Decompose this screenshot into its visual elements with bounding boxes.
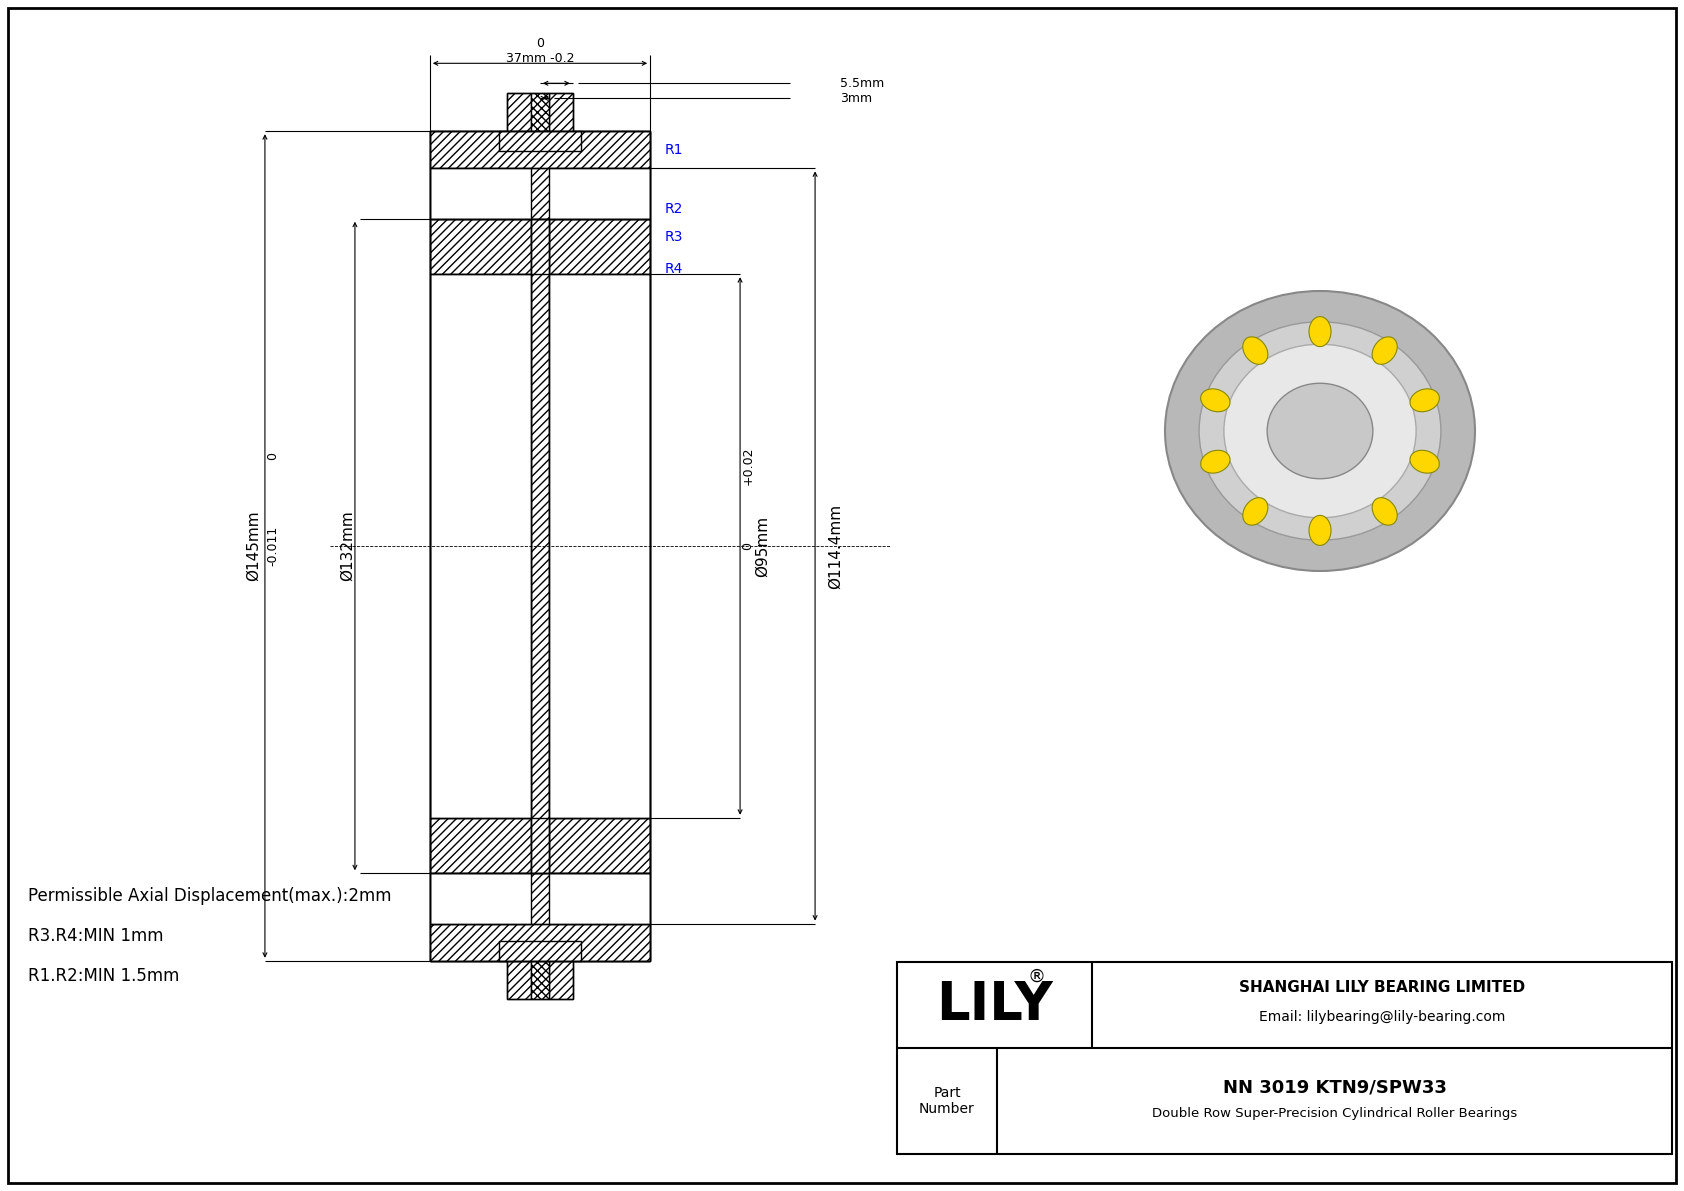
- Text: Ø95mm: Ø95mm: [754, 516, 770, 576]
- Polygon shape: [429, 923, 650, 961]
- Text: Email: lilybearing@lily-bearing.com: Email: lilybearing@lily-bearing.com: [1260, 1010, 1505, 1024]
- Polygon shape: [549, 168, 650, 219]
- Text: Ø145mm: Ø145mm: [246, 511, 261, 581]
- Text: R1.R2:MIN 1.5mm: R1.R2:MIN 1.5mm: [29, 967, 180, 985]
- Ellipse shape: [1266, 384, 1372, 479]
- Text: R3: R3: [665, 230, 684, 244]
- Polygon shape: [549, 219, 650, 274]
- Text: -0.011: -0.011: [266, 526, 280, 566]
- Text: 0: 0: [266, 453, 280, 460]
- Polygon shape: [549, 274, 650, 818]
- Polygon shape: [498, 131, 581, 151]
- Polygon shape: [507, 93, 530, 131]
- Polygon shape: [429, 131, 650, 219]
- Text: R2: R2: [665, 201, 684, 216]
- Polygon shape: [549, 818, 650, 873]
- Text: NN 3019 KTN9/SPW33: NN 3019 KTN9/SPW33: [1223, 1078, 1447, 1096]
- Ellipse shape: [1308, 317, 1330, 347]
- Polygon shape: [429, 219, 530, 274]
- Polygon shape: [498, 941, 581, 961]
- Bar: [898, 962, 1672, 1154]
- Polygon shape: [429, 168, 530, 219]
- Text: ®: ®: [1027, 968, 1046, 986]
- Ellipse shape: [1199, 322, 1442, 541]
- Polygon shape: [530, 961, 549, 999]
- Polygon shape: [530, 219, 549, 873]
- Text: SHANGHAI LILY BEARING LIMITED: SHANGHAI LILY BEARING LIMITED: [1239, 980, 1526, 994]
- Ellipse shape: [1224, 344, 1416, 518]
- Ellipse shape: [1243, 337, 1268, 364]
- Polygon shape: [429, 818, 530, 873]
- Ellipse shape: [1308, 516, 1330, 545]
- Ellipse shape: [1410, 388, 1440, 412]
- Text: R4: R4: [665, 262, 684, 276]
- Polygon shape: [429, 131, 650, 168]
- Ellipse shape: [1410, 450, 1440, 473]
- Polygon shape: [429, 873, 530, 923]
- Polygon shape: [429, 274, 530, 818]
- Text: Ø132mm: Ø132mm: [340, 511, 354, 581]
- Text: Part
Number: Part Number: [919, 1086, 975, 1116]
- Text: R1: R1: [665, 143, 684, 157]
- Polygon shape: [429, 873, 650, 961]
- Text: Ø114.4mm: Ø114.4mm: [827, 504, 842, 588]
- Polygon shape: [507, 961, 530, 999]
- Text: LILY: LILY: [936, 979, 1052, 1031]
- Polygon shape: [549, 961, 573, 999]
- Text: 5.5mm: 5.5mm: [840, 76, 884, 89]
- Polygon shape: [549, 93, 573, 131]
- Polygon shape: [530, 93, 549, 131]
- Text: 0: 0: [741, 542, 754, 550]
- Text: +0.02: +0.02: [741, 447, 754, 485]
- Text: 3mm: 3mm: [840, 92, 872, 105]
- Text: Permissible Axial Displacement(max.):2mm: Permissible Axial Displacement(max.):2mm: [29, 887, 391, 905]
- Ellipse shape: [1372, 498, 1398, 525]
- Text: 0: 0: [536, 37, 544, 50]
- Ellipse shape: [1201, 450, 1229, 473]
- Text: R3.R4:MIN 1mm: R3.R4:MIN 1mm: [29, 927, 163, 944]
- Polygon shape: [549, 873, 650, 923]
- Ellipse shape: [1165, 291, 1475, 570]
- Ellipse shape: [1372, 337, 1398, 364]
- Text: 37mm -0.2: 37mm -0.2: [505, 51, 574, 64]
- Text: Double Row Super-Precision Cylindrical Roller Bearings: Double Row Super-Precision Cylindrical R…: [1152, 1106, 1517, 1120]
- Ellipse shape: [1243, 498, 1268, 525]
- Ellipse shape: [1201, 388, 1229, 412]
